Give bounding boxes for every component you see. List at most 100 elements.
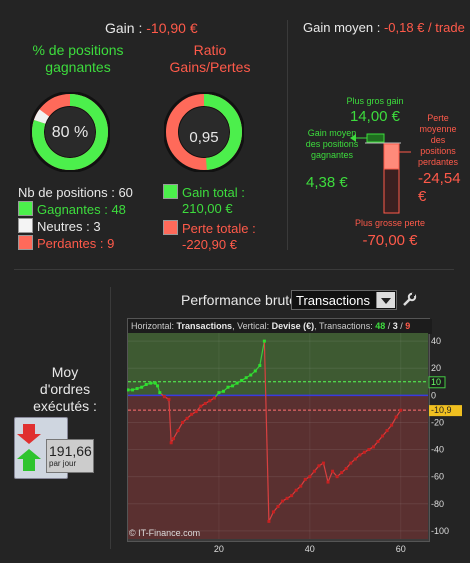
chart-loss-zone	[128, 395, 428, 539]
perte-moyenne-bar	[383, 143, 400, 170]
data-point	[221, 389, 225, 393]
nb-positions: Nb de positions : 60	[18, 185, 133, 200]
gain-moyen-value: -0,18 € / trade	[383, 20, 465, 35]
gain-total-value: 210,00 €	[182, 201, 233, 216]
data-point	[253, 369, 257, 373]
donut-segment-gagnantes	[32, 94, 108, 170]
data-point	[290, 494, 294, 498]
data-point	[385, 429, 389, 433]
data-point	[156, 384, 160, 388]
data-point	[299, 484, 303, 488]
perte-totale: Perte totale : -220,90 €	[163, 220, 256, 253]
x-tick-label: 40	[305, 544, 315, 554]
data-point	[158, 391, 162, 395]
perte-moyenne-label: Perte moyenne des positions perdantes	[417, 113, 459, 167]
chart-t-neutral: 3	[392, 321, 398, 331]
arrow-down-icon	[23, 424, 35, 434]
data-point	[321, 461, 325, 465]
y-tick-label: -80	[431, 499, 444, 509]
data-point	[262, 339, 266, 343]
data-point	[199, 404, 203, 408]
data-point	[353, 457, 357, 461]
plus-gros-gain-label: Plus gros gain	[346, 96, 404, 106]
totals-legend: Gain total : 210,00 € Perte totale : -22…	[163, 184, 256, 253]
x-tick-label: 20	[214, 544, 224, 554]
moy-ordres-value-box: 191,66 par jour	[46, 439, 94, 473]
chart-gain-zone	[128, 333, 428, 396]
data-point	[235, 381, 239, 385]
gain-total: Gain total : 210,00 €	[163, 184, 256, 217]
series-segment	[327, 471, 334, 483]
data-point	[131, 388, 135, 392]
data-point	[399, 408, 403, 412]
perf-select-value: Transactions	[296, 293, 370, 308]
perte-totale-value: -220,90 €	[182, 237, 237, 252]
moy-ordres-card: 191,66 par jour	[14, 415, 96, 479]
x-tick-label: 60	[396, 544, 406, 554]
green-swatch-icon	[163, 184, 178, 199]
y-tick-label: -20	[431, 417, 444, 427]
gain-moyen-heading: Gain moyen : -0,18 € / trade	[303, 20, 465, 35]
data-point	[358, 453, 362, 457]
gain-arrow-icon	[350, 134, 356, 142]
data-point	[203, 401, 207, 405]
data-point	[276, 504, 280, 508]
data-point	[194, 410, 198, 414]
data-point	[144, 383, 148, 386]
data-point	[281, 499, 285, 503]
data-point	[162, 395, 166, 399]
ratio-title: Ratio Gains/Pertes	[169, 42, 251, 75]
data-point	[371, 445, 375, 449]
data-point	[171, 437, 175, 441]
chart-t-sep2: /	[397, 321, 406, 331]
red-swatch-icon	[163, 220, 178, 235]
series-segment	[322, 462, 329, 483]
perte-moyenne-value: -24,54 €	[418, 170, 461, 205]
pct-gagnantes-value: 80 %	[51, 124, 89, 141]
moy-ordres-value: 191,66	[49, 443, 92, 459]
data-point	[181, 420, 185, 424]
data-point	[376, 439, 380, 443]
chart-copyright: © IT-Finance.com	[129, 528, 201, 538]
perf-label: Performance brute	[181, 292, 297, 308]
data-point	[312, 469, 316, 473]
y-tick-label: 0	[431, 390, 436, 400]
chart-marker-badge	[429, 405, 462, 417]
moy-ordres-label: Moy d'ordres exécutés :	[33, 364, 97, 414]
data-point	[217, 391, 221, 395]
white-swatch-icon	[18, 218, 33, 233]
data-point	[149, 381, 153, 385]
perf-select[interactable]: Transactions	[291, 290, 397, 310]
gain-heading: Gain : -10,90 €	[105, 20, 198, 36]
chart-t-win: 48	[375, 321, 386, 331]
data-point	[249, 373, 253, 377]
data-point	[308, 475, 312, 479]
chart-t-lose: 9	[405, 321, 411, 331]
arrow-down-head	[17, 434, 41, 444]
data-point	[226, 385, 230, 389]
red-swatch-icon	[18, 235, 33, 250]
gain-label: Gain :	[105, 20, 147, 36]
data-point	[127, 388, 130, 392]
separator-vertical-top	[287, 20, 288, 250]
arrow-up-head	[17, 449, 41, 459]
chart-h-label: Horizontal:	[131, 321, 175, 331]
positions-legend: Nb de positions : 60 Gagnantes : 48 Neut…	[18, 184, 133, 252]
pct-gagnantes-title: % de positions gagnantes	[32, 42, 124, 75]
gain-perte-bars	[355, 133, 411, 214]
data-point	[326, 480, 330, 484]
data-point	[362, 450, 366, 454]
data-point	[258, 364, 262, 368]
series-segment	[259, 341, 265, 366]
chevron-down-icon[interactable]	[376, 292, 395, 308]
y-tick-label: 20	[431, 363, 441, 373]
series-segment	[263, 341, 270, 522]
legend-gagnantes: Gagnantes : 48	[18, 201, 133, 218]
gain-moyen-positions-label: Gain moyen des positions gagnantes	[305, 128, 359, 160]
gain-moyen-label: Gain moyen :	[303, 20, 384, 35]
legend-perdantes-label: Perdantes : 9	[37, 236, 115, 251]
data-point	[349, 461, 353, 465]
chart-t-sep1: /	[385, 321, 393, 331]
data-point	[294, 488, 298, 492]
wrench-icon[interactable]	[401, 292, 417, 308]
